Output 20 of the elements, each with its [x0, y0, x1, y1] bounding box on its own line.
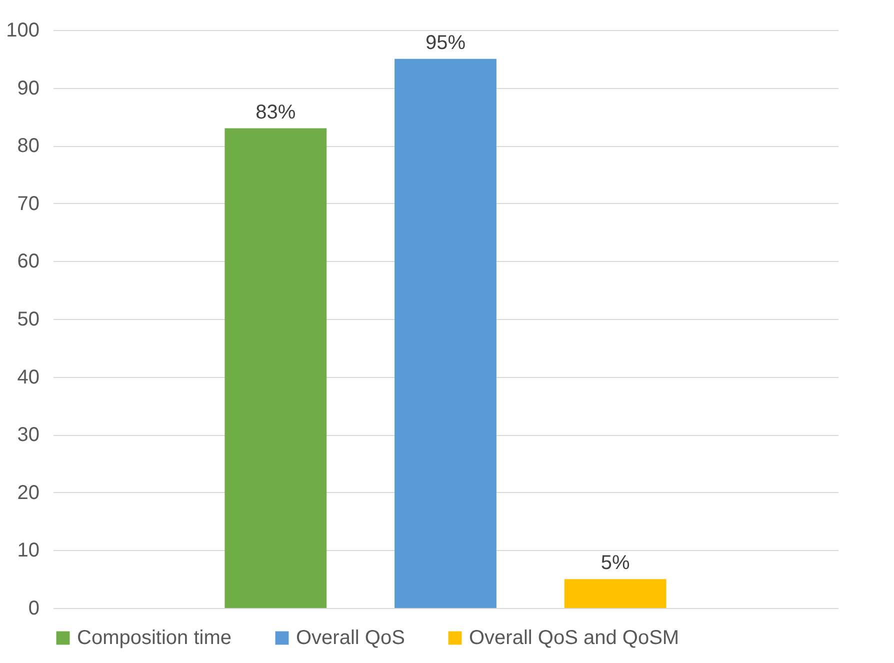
y-tick-label: 100	[6, 20, 40, 42]
legend-label: Overall QoS	[296, 627, 405, 649]
y-tick-label: 40	[17, 366, 40, 388]
data-label: 95%	[425, 32, 466, 54]
y-tick-label: 60	[17, 250, 40, 273]
y-tick-label: 20	[17, 482, 40, 504]
y-tick-label: 90	[17, 77, 40, 100]
y-tick-label: 30	[17, 424, 40, 446]
data-label: 83%	[256, 101, 296, 124]
data-label: 5%	[600, 552, 630, 574]
bar	[224, 128, 327, 608]
y-tick-label: 10	[17, 540, 40, 562]
bar	[394, 58, 496, 608]
bar	[564, 579, 666, 608]
y-tick-label: 50	[17, 308, 40, 330]
y-tick-label: 0	[28, 598, 40, 620]
y-tick-label: 70	[17, 192, 40, 215]
legend-label: Composition time	[77, 627, 232, 649]
y-tick-label: 80	[17, 135, 40, 158]
legend-label: Overall QoS and QoSM	[469, 627, 680, 649]
